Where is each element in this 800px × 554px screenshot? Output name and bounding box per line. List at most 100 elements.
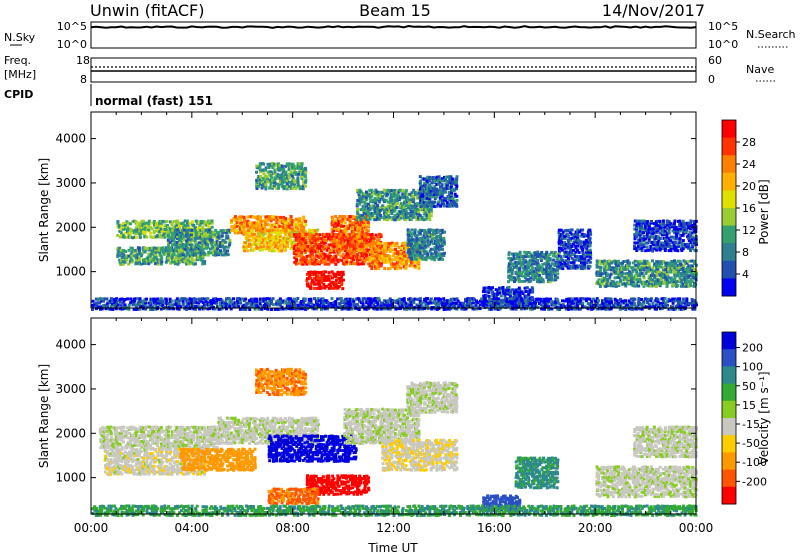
echo-cell (517, 286, 521, 290)
echo-cell (316, 248, 320, 252)
echo-cell (203, 260, 207, 263)
echo-cell (137, 248, 141, 252)
echo-cell (273, 172, 277, 176)
echo-cell (264, 166, 268, 170)
echo-cell (352, 230, 356, 234)
echo-cell (264, 185, 268, 189)
echo-cell (352, 244, 356, 248)
echo-cell (329, 248, 333, 252)
echo-cell (361, 228, 365, 232)
echo-cell (248, 238, 252, 242)
echo-cell (264, 168, 267, 172)
echo-cell (325, 284, 329, 288)
echo-cell (311, 248, 314, 252)
echo-cell (235, 225, 239, 228)
echo-cell (127, 262, 131, 266)
echo-cell (138, 231, 142, 235)
cpid-value: normal (fast) 151 (95, 94, 213, 108)
echo-cell (147, 258, 151, 262)
echo-cell (176, 225, 179, 229)
echo-cell (199, 256, 203, 260)
echo-cell (318, 280, 322, 284)
echo-cell (343, 215, 347, 218)
echo-cell (208, 247, 212, 251)
echo-cell (210, 225, 214, 229)
echo-cell (242, 232, 246, 236)
echo-cell (309, 284, 313, 288)
echo-cell (239, 225, 242, 229)
echo-cell (651, 259, 654, 263)
echo-cell (302, 241, 305, 244)
echo-cell (404, 190, 408, 194)
echo-cell (287, 223, 291, 227)
echo-cell (287, 229, 291, 232)
echo-cell (267, 240, 271, 244)
echo-cell (336, 276, 340, 280)
echo-cell (285, 162, 289, 166)
echo-cell (385, 215, 389, 219)
echo-cell (366, 249, 370, 253)
echo-cell (390, 196, 393, 200)
echo-cell (320, 249, 323, 253)
echo-cell (192, 223, 196, 227)
echo-cell (280, 176, 284, 180)
echo-cell (282, 228, 286, 232)
echo-cell (203, 261, 207, 265)
echo-cell (401, 262, 405, 266)
echo-cell (501, 286, 505, 289)
echo-cell (233, 223, 237, 227)
echo-cell (401, 258, 405, 262)
echo-cell (395, 190, 399, 194)
echo-cell (314, 270, 318, 274)
echo-cell (294, 262, 298, 266)
echo-cell (221, 243, 224, 247)
echo-cell (332, 241, 336, 245)
echo-cell (244, 219, 248, 223)
echo-cell (206, 253, 210, 257)
echo-cell (312, 231, 316, 235)
echo-cell (199, 245, 203, 249)
echo-cell (275, 186, 279, 190)
echo-cell (320, 277, 324, 280)
echo-cell (298, 170, 302, 174)
echo-cell (165, 220, 169, 223)
echo-cell (385, 212, 389, 216)
echo-cell (226, 253, 230, 257)
echo-cell (289, 234, 293, 238)
echo-cell (356, 208, 360, 211)
echo-cell (352, 247, 356, 251)
echo-cell (376, 198, 380, 202)
echo-cell (348, 260, 352, 264)
echo-cell (309, 230, 313, 234)
echo-cell (384, 246, 388, 250)
echo-cell (258, 217, 262, 221)
echo-cell (396, 192, 400, 196)
echo-cell (588, 244, 592, 248)
echo-cell (199, 238, 203, 242)
echo-cell (393, 188, 397, 192)
echo-cell (310, 246, 314, 250)
echo-cell (377, 266, 381, 270)
echo-cell (269, 184, 273, 188)
echo-cell (194, 258, 198, 262)
echo-cell (363, 200, 367, 204)
echo-cell (340, 281, 344, 285)
echo-cell (205, 234, 209, 238)
echo-cell (294, 217, 298, 221)
echo-cell (253, 223, 257, 227)
echo-cell (421, 193, 425, 197)
echo-cell (127, 254, 131, 258)
echo-cell (190, 251, 194, 255)
echo-cell (254, 216, 258, 219)
echo-cell (411, 196, 415, 200)
echo-cell (373, 212, 377, 215)
echo-cell (176, 219, 180, 223)
echo-cell (190, 247, 194, 250)
echo-cell (325, 278, 329, 282)
echo-cell (271, 235, 275, 239)
echo-cell (256, 185, 260, 188)
echo-cell (689, 219, 693, 223)
echo-cell (261, 231, 265, 235)
echo-cell (214, 253, 218, 257)
echo-cell (399, 254, 403, 258)
